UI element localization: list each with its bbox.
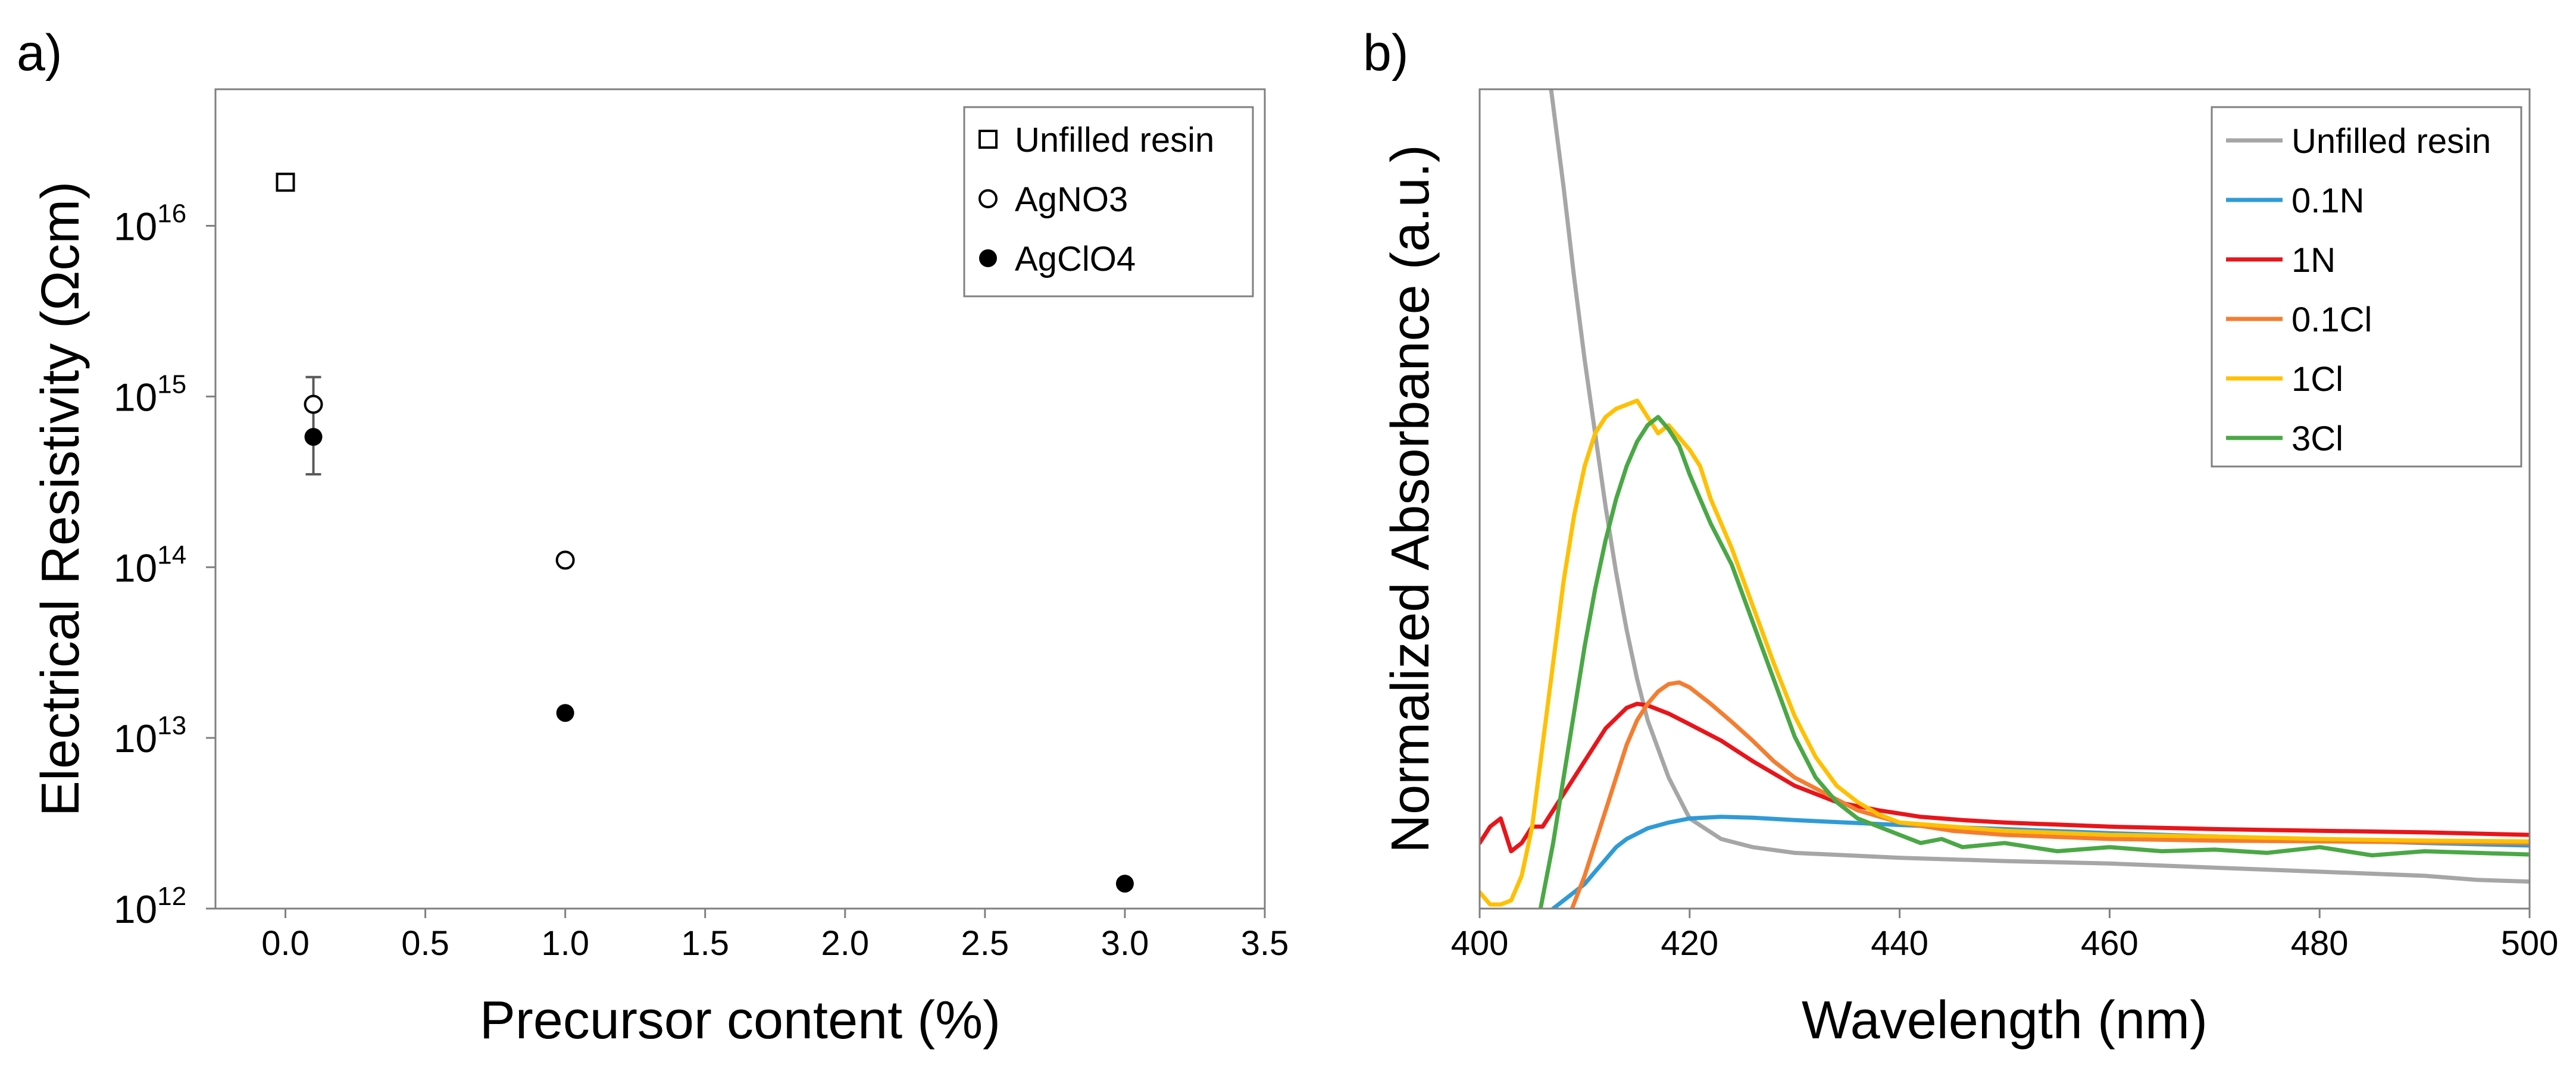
legend-label: 0.1Cl: [2291, 300, 2372, 339]
chart-a-legend: Unfilled resin AgNO3 AgClO4: [963, 106, 1254, 298]
panel-label-a: a): [17, 24, 62, 82]
chart-a-axes: 0.0 0.5 1.0 1.5 2.0 2.5 3.0 3.5 1012 1013 1014 1015…: [114, 199, 1289, 963]
chart-a-x-tick-label: 1.5: [681, 924, 729, 963]
chart-b-y-axis-title: Normalized Absorbance (a.u.): [1381, 145, 1440, 853]
chart-a-legend-box: [963, 106, 1254, 298]
legend-label: Unfilled resin: [1015, 121, 1214, 159]
chart-b-series-lines: [1480, 89, 2530, 909]
chart-a-x-tick-label: 2.0: [821, 924, 869, 963]
chart-b-x-axis-title: Wavelength (nm): [1802, 991, 2208, 1050]
chart-b-absorbance: 400 420 440 460 480 500 Wavelength (nm) Norma…: [1381, 88, 2559, 1050]
chart-b-x-tick-label: 500: [2501, 924, 2559, 963]
legend-label: 3Cl: [2291, 419, 2343, 458]
legend-label: 1N: [2291, 241, 2336, 280]
legend-marker: [978, 130, 998, 149]
chart-b-legend: Unfilled resin 0.1N 1N 0.1Cl 1Cl 3Cl: [2211, 106, 2522, 468]
chart-a-y-tick-label: 1014: [114, 540, 186, 590]
data-point-agclo4: [304, 428, 323, 446]
legend-label: Unfilled resin: [2291, 122, 2491, 161]
chart-a-x-axis-title: Precursor content (%): [480, 991, 1001, 1050]
chart-b-x-tick-label: 460: [2081, 924, 2139, 963]
chart-a-marks: [276, 173, 1134, 893]
data-point-agno3: [304, 394, 323, 414]
data-point-unfilled-resin: [276, 173, 295, 192]
chart-a-x-tick-label: 3.0: [1101, 924, 1149, 963]
legend-label: 1Cl: [2291, 360, 2343, 399]
chart-a-y-tick-label: 1015: [114, 370, 186, 419]
chart-a-x-tick-label: 0.0: [261, 924, 310, 963]
series-line-3cl: [1538, 415, 2530, 909]
chart-a-y-tick-label: 1013: [114, 711, 186, 760]
chart-a-x-tick-label: 0.5: [401, 924, 449, 963]
chart-a-y-tick-label: 1012: [114, 882, 186, 931]
chart-b-x-tick-label: 400: [1451, 924, 1509, 963]
chart-b-axes: 400 420 440 460 480 500: [1451, 909, 2559, 963]
data-point-agclo4: [556, 704, 574, 722]
legend-label: AgClO4: [1015, 240, 1136, 278]
legend-marker: [979, 249, 997, 267]
data-point-agno3: [555, 550, 575, 570]
legend-marker: [978, 189, 998, 208]
chart-b-x-tick-label: 480: [2291, 924, 2349, 963]
chart-a-x-tick-label: 1.0: [541, 924, 589, 963]
chart-a-plot-frame: [214, 88, 1266, 910]
chart-b-legend-box: [2211, 106, 2522, 468]
series-line-1n: [1480, 702, 2530, 854]
series-line-0-1cl: [1570, 680, 2530, 909]
legend-label: AgNO3: [1015, 180, 1128, 219]
chart-a-y-tick-label: 1016: [114, 199, 186, 249]
chart-b-plot-frame: [1478, 88, 2531, 910]
data-point-agclo4: [1115, 875, 1134, 893]
series-line-1cl: [1480, 398, 2530, 907]
chart-a-resistivity: 0.0 0.5 1.0 1.5 2.0 2.5 3.0 3.5 1012 1013 1014 1015…: [31, 88, 1289, 1050]
chart-b-x-tick-label: 440: [1871, 924, 1928, 963]
chart-b-x-tick-label: 420: [1661, 924, 1718, 963]
chart-a-x-tick-label: 3.5: [1241, 924, 1289, 963]
legend-label: 0.1N: [2291, 181, 2365, 220]
panel-label-b: b): [1363, 24, 1408, 82]
chart-a-x-tick-label: 2.5: [961, 924, 1009, 963]
chart-a-y-axis-title: Electrical Resistivity (Ωcm): [31, 181, 90, 816]
